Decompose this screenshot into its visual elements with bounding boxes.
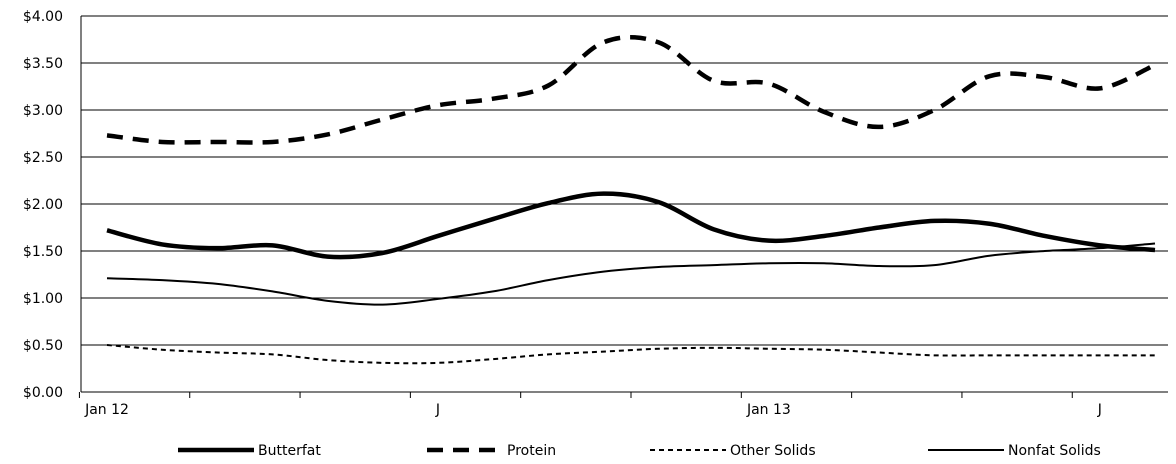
- series-line-butterfat: [106, 191, 1156, 260]
- legend-label-protein: Protein: [507, 443, 556, 459]
- y-tick-label: $1.50: [23, 244, 63, 260]
- x-tick-label: J: [1097, 402, 1102, 418]
- y-tick-label: $2.00: [23, 197, 63, 213]
- series-line-protein: [106, 34, 1156, 145]
- legend-label-nonfat-solids: Nonfat Solids: [1008, 443, 1101, 459]
- legend-label-other-solids: Other Solids: [730, 443, 816, 459]
- legend-label-butterfat: Butterfat: [258, 443, 321, 459]
- series-line-nonfat-solids: [106, 242, 1156, 306]
- y-tick-label: $3.50: [23, 56, 63, 72]
- x-tick-label: Jan 13: [746, 402, 791, 418]
- y-tick-label: $2.50: [23, 150, 63, 166]
- y-tick-label: $4.00: [23, 9, 63, 25]
- y-tick-label: $1.00: [23, 291, 63, 307]
- series-line-other-solids: [106, 344, 1155, 365]
- x-tick-label: J: [435, 402, 440, 418]
- y-tick-label: $0.00: [23, 385, 63, 401]
- x-tick-label: Jan 12: [84, 402, 129, 418]
- y-tick-label: $0.50: [23, 338, 63, 354]
- y-tick-label: $3.00: [23, 103, 63, 119]
